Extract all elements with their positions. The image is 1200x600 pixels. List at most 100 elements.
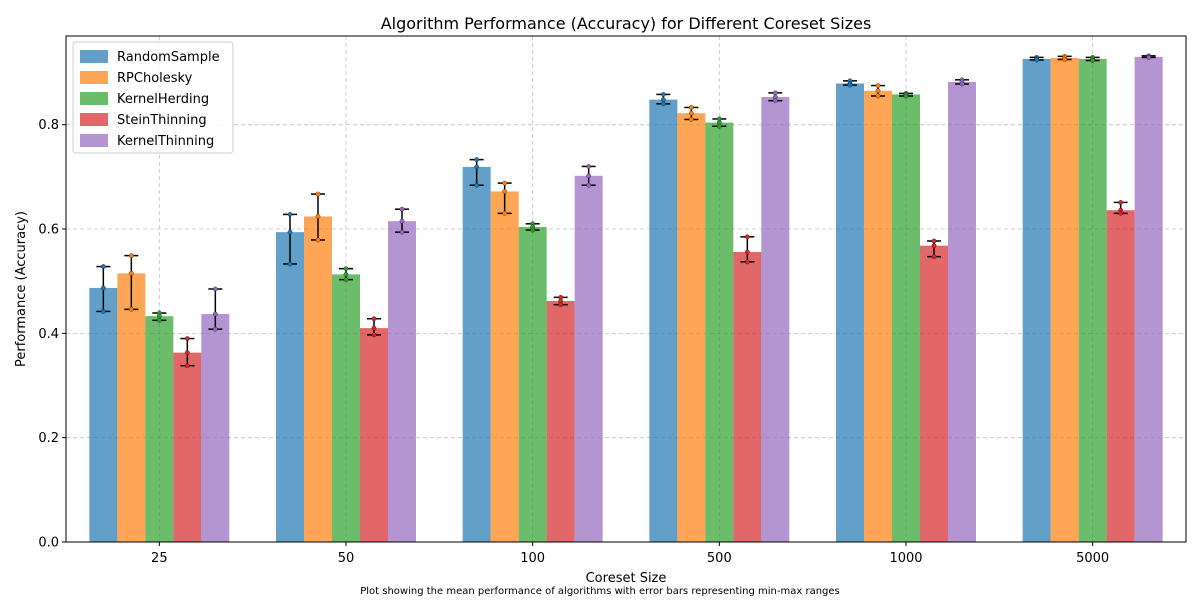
bar-steinthinning-50	[360, 328, 388, 542]
run-point	[586, 173, 592, 179]
error-bar-kernelthinning-500	[768, 90, 783, 104]
run-point	[1034, 57, 1040, 63]
error-bar-rpcholesky-100	[497, 180, 512, 216]
plot-area	[66, 36, 1186, 542]
error-bar-kernelthinning-100	[581, 164, 596, 188]
run-point	[502, 211, 508, 216]
run-point	[959, 81, 965, 87]
run-point	[128, 271, 134, 276]
error-bar-randomsample-50	[283, 212, 297, 267]
bar-randomsample-5000	[1022, 58, 1051, 542]
run-point	[1118, 200, 1124, 205]
bar-kernelthinning-5000	[1134, 56, 1163, 543]
run-point	[772, 98, 778, 104]
run-point	[1062, 57, 1068, 62]
run-point	[100, 309, 106, 314]
error-bar-steinthinning-25	[180, 336, 195, 369]
legend-swatch-randomsample	[80, 50, 108, 63]
run-point	[315, 214, 321, 219]
bar-steinthinning-5000	[1106, 210, 1135, 542]
error-bar-steinthinning-5000	[1113, 200, 1128, 216]
bar-steinthinning-100	[546, 300, 575, 542]
run-point	[660, 92, 666, 97]
error-bar-steinthinning-50	[367, 316, 381, 338]
run-point	[399, 206, 405, 212]
run-point	[474, 164, 480, 170]
x-tick-label: 100	[520, 551, 545, 566]
bar-kernelthinning-25	[201, 314, 230, 542]
legend-swatch-kernelherding	[80, 92, 108, 105]
run-point	[128, 253, 134, 258]
error-bar-kernelherding-100	[525, 221, 540, 233]
run-point	[156, 317, 162, 323]
error-bar-rpcholesky-25	[124, 253, 139, 312]
y-axis-title: Performance (Accuracy)	[14, 211, 29, 367]
run-point	[502, 180, 508, 186]
y-tick-label: 0.8	[38, 118, 59, 133]
bar-kernelthinning-100	[574, 175, 603, 542]
y-tick-label: 0.4	[38, 327, 59, 342]
error-bar-kernelherding-1000	[899, 91, 913, 99]
bar-steinthinning-1000	[920, 245, 948, 542]
bar-rpcholesky-50	[304, 216, 332, 542]
plot-frame	[65, 35, 1187, 543]
run-point	[315, 237, 321, 243]
error-bar-rpcholesky-50	[311, 191, 325, 243]
error-bar-steinthinning-100	[553, 294, 568, 307]
error-bar-randomsample-100	[469, 157, 484, 188]
bar-kernelherding-25	[145, 316, 174, 542]
error-bar-steinthinning-1000	[927, 238, 941, 260]
run-point	[399, 229, 405, 235]
y-tick-label: 0.6	[38, 223, 59, 238]
bar-kernelherding-500	[705, 122, 734, 542]
x-axis: 25 50 100 500 1000 5000	[151, 542, 1109, 566]
error-bar-kernelthinning-50	[395, 206, 409, 235]
run-point	[931, 243, 937, 249]
run-point	[156, 313, 162, 319]
y-axis: 0.0 0.2 0.4 0.6 0.8	[38, 118, 66, 551]
bar-kernelthinning-1000	[948, 81, 976, 542]
run-point	[371, 325, 377, 331]
run-point	[184, 350, 190, 355]
run-point	[212, 311, 218, 317]
legend-swatch-rpcholesky	[80, 71, 108, 84]
legend-label-rpcholesky: RPCholesky	[117, 71, 193, 86]
bar-randomsample-50	[276, 232, 304, 543]
error-bar-steinthinning-500	[740, 234, 755, 265]
error-bar-rpcholesky-5000	[1057, 53, 1072, 62]
run-point	[744, 259, 750, 265]
run-point	[847, 82, 853, 88]
x-tick-label: 1000	[889, 551, 922, 566]
run-point	[931, 254, 937, 260]
x-tick-label: 50	[338, 551, 355, 566]
bars	[89, 56, 1163, 543]
bar-rpcholesky-1000	[864, 90, 892, 542]
error-bar-kernelherding-50	[339, 266, 353, 282]
error-bar-kernelherding-500	[712, 116, 727, 129]
bar-steinthinning-500	[733, 251, 762, 542]
error-bar-randomsample-500	[656, 92, 671, 107]
legend-swatch-kernelthinning	[80, 134, 108, 147]
run-point	[371, 316, 377, 322]
run-point	[688, 110, 694, 116]
error-bar-kernelthinning-1000	[955, 77, 969, 87]
bar-randomsample-500	[649, 99, 678, 542]
bar-rpcholesky-100	[490, 191, 519, 543]
run-point	[772, 90, 778, 96]
run-point	[212, 326, 218, 332]
run-point	[184, 336, 190, 341]
run-point	[586, 164, 592, 169]
error-bar-kernelherding-25	[152, 310, 167, 323]
x-tick-label: 5000	[1076, 551, 1109, 566]
run-point	[660, 101, 666, 107]
bar-kernelherding-1000	[892, 94, 920, 542]
run-point	[744, 249, 750, 255]
bar-rpcholesky-25	[117, 273, 146, 542]
run-point	[399, 218, 405, 224]
error-bar-kernelthinning-5000	[1141, 53, 1156, 60]
run-point	[315, 191, 321, 197]
error-bar-rpcholesky-500	[684, 105, 699, 122]
run-point	[744, 234, 750, 240]
error-bar-kernelthinning-25	[208, 286, 223, 332]
y-tick-label: 0.2	[38, 431, 59, 446]
